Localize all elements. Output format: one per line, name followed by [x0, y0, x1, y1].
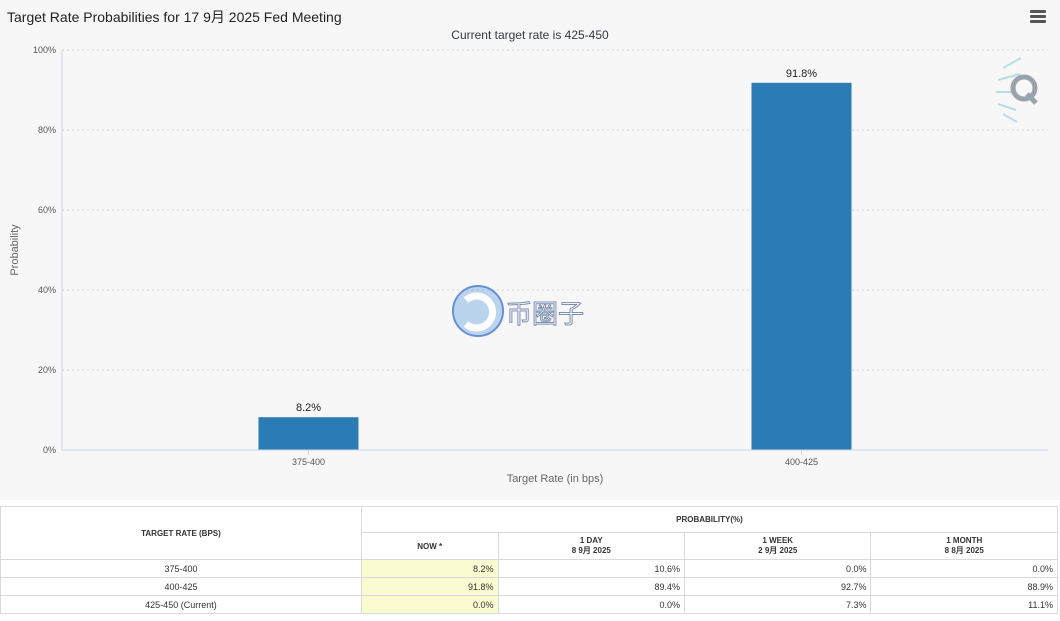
- now-cell: 0.0%: [360, 595, 499, 614]
- x-axis-label: Target Rate (in bps): [507, 473, 604, 485]
- table-row: 400-425 91.8% 89.4% 92.7% 88.9%: [0, 577, 1058, 596]
- chart-title: Target Rate Probabilities for 17 9月 2025…: [7, 9, 342, 25]
- month-cell: 0.0%: [870, 559, 1058, 578]
- bar-375-400[interactable]: [258, 417, 359, 450]
- month-cell: 88.9%: [870, 577, 1058, 596]
- y-tick-label: 0%: [43, 445, 56, 455]
- rate-cell: 425-450 (Current): [0, 595, 362, 614]
- table-row: 375-400 8.2% 10.6% 0.0% 0.0%: [0, 559, 1058, 578]
- x-tick-label: 400-425: [785, 457, 818, 467]
- chart-panel: Target Rate Probabilities for 17 9月 2025…: [7, 9, 1048, 485]
- month-cell: 11.1%: [870, 595, 1058, 614]
- week-cell: 7.3%: [684, 595, 872, 614]
- watermark-text: 币圈子: [506, 300, 584, 330]
- grid-lines: [62, 49, 1048, 371]
- probability-header: PROBABILITY(%): [360, 506, 1059, 533]
- bar-400-425[interactable]: [751, 82, 852, 451]
- y-axis-label: Probability: [9, 224, 21, 276]
- bar-data-label: 91.8%: [786, 68, 817, 80]
- y-tick-label: 100%: [33, 45, 56, 55]
- y-axis-ticks: 0% 20% 40% 60% 80% 100%: [33, 45, 56, 455]
- one-day-header: 1 DAY 8 9月 2025: [497, 532, 686, 560]
- y-tick-label: 60%: [38, 205, 56, 215]
- rate-cell: 400-425: [0, 577, 362, 596]
- y-tick-label: 80%: [38, 125, 56, 135]
- one-week-header: 1 WEEK 2 9月 2025: [684, 532, 872, 560]
- now-cell: 91.8%: [360, 577, 499, 596]
- x-tick-label: 375-400: [292, 457, 325, 467]
- quikstrike-q-logo-icon: [996, 57, 1038, 123]
- day-cell: 89.4%: [497, 577, 686, 596]
- y-tick-label: 20%: [38, 365, 56, 375]
- probability-table: TARGET RATE (BPS) PROBABILITY(%) NOW * 1…: [0, 506, 1059, 614]
- bar-data-label: 8.2%: [296, 402, 321, 414]
- hamburger-menu-icon[interactable]: [1030, 10, 1046, 24]
- bar-chart: 0% 20% 40% 60% 80% 100% 8.2% 91.8% 375-400 400-…: [9, 45, 1048, 485]
- day-cell: 0.0%: [497, 595, 686, 614]
- week-cell: 0.0%: [684, 559, 872, 578]
- table-row: 425-450 (Current) 0.0% 0.0% 7.3% 11.1%: [0, 595, 1058, 614]
- now-cell: 8.2%: [360, 559, 499, 578]
- day-cell: 10.6%: [497, 559, 686, 578]
- y-tick-label: 40%: [38, 285, 56, 295]
- one-month-header: 1 MONTH 8 8月 2025: [870, 532, 1058, 560]
- rate-cell: 375-400: [0, 559, 362, 578]
- watermark-logo-icon: [452, 285, 504, 337]
- now-header: NOW *: [360, 532, 499, 560]
- week-cell: 92.7%: [684, 577, 872, 596]
- x-axis-ticks: 375-400 400-425: [292, 450, 818, 467]
- target-rate-header: TARGET RATE (BPS): [0, 506, 362, 560]
- bar-series: 8.2% 91.8%: [258, 68, 852, 451]
- chart-subtitle: Current target rate is 425-450: [451, 28, 609, 42]
